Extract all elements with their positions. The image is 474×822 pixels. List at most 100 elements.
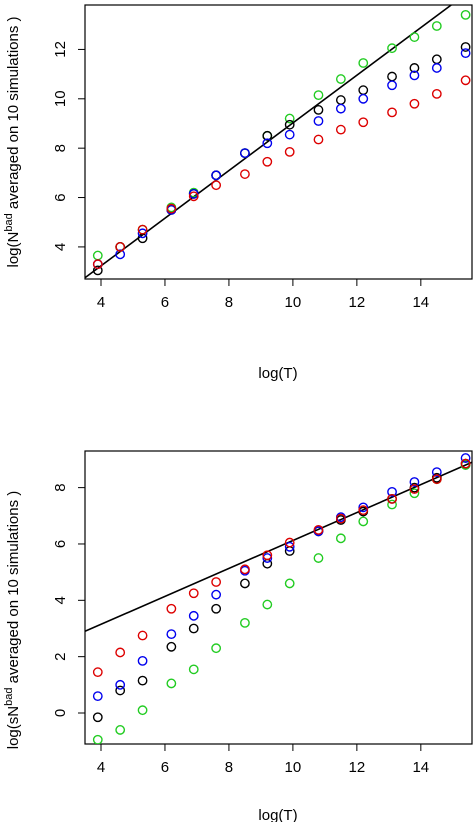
reference-line: [85, 461, 472, 633]
data-point: [211, 170, 222, 181]
data-point: [335, 103, 346, 114]
data-point: [115, 679, 126, 690]
data-point: [460, 458, 471, 469]
data-point: [92, 734, 103, 744]
data-point: [211, 603, 222, 614]
data-point: [335, 124, 346, 135]
data-point: [460, 48, 471, 59]
data-point: [409, 488, 420, 499]
data-point: [313, 105, 324, 115]
data-point: [166, 203, 177, 214]
y-tick-label: 4: [52, 596, 69, 604]
data-point: [358, 516, 369, 527]
data-point: [166, 641, 177, 652]
y-tick-label: 6: [52, 540, 69, 548]
x-axis: 4 6 8 10 12 14: [97, 744, 429, 776]
x-axis: 4 6 8 10 12 14: [97, 279, 429, 311]
data-point: [313, 116, 324, 126]
y-tick-label: 8: [52, 483, 69, 491]
data-point: [92, 712, 103, 723]
data-point: [431, 63, 442, 73]
data-point: [262, 138, 273, 149]
data-point: [92, 265, 103, 276]
data-point: [262, 130, 273, 141]
x-tick-label: 10: [285, 294, 302, 311]
y-axis: 0 2 4 6 8: [52, 483, 85, 717]
x-tick-label: 6: [161, 294, 169, 311]
data-point: [211, 577, 222, 587]
data-point: [188, 623, 199, 634]
plot-frame: [84, 4, 473, 280]
y-axis-label: log(sNbad averaged on 10 simulations ): [3, 491, 22, 750]
data-point: [387, 43, 397, 54]
data-point: [92, 250, 103, 261]
data-point: [262, 156, 273, 167]
chart-bottom: 4 6 8 10 12 14 0 2 4 6 8 log(T) log(sNbad average…: [3, 450, 473, 822]
data-point: [358, 93, 369, 104]
x-tick-label: 6: [161, 759, 169, 776]
x-axis-label: log(T): [258, 365, 297, 382]
data-point: [431, 21, 442, 31]
data-point: [335, 533, 346, 544]
data-point: [137, 655, 148, 666]
marks: [85, 453, 472, 744]
data-point: [211, 643, 222, 654]
y-tick-label: 2: [52, 652, 69, 660]
y-axis: 4 6 8 10 12: [52, 41, 85, 251]
data-point: [188, 191, 199, 202]
data-point: [358, 85, 369, 96]
data-point: [409, 477, 420, 487]
data-point: [335, 74, 346, 84]
data-point: [358, 502, 369, 513]
data-point: [166, 678, 177, 689]
data-point: [358, 58, 369, 68]
data-point: [115, 647, 126, 658]
data-point: [313, 90, 324, 100]
y-tick-label: 8: [52, 144, 69, 152]
data-point: [387, 486, 397, 497]
data-point: [358, 505, 369, 516]
data-point: [387, 499, 397, 510]
data-point: [115, 685, 126, 696]
marks: [85, 5, 471, 279]
data-point: [115, 249, 126, 260]
data-point: [240, 564, 250, 575]
data-point: [387, 493, 397, 504]
y-tick-label: 6: [52, 193, 69, 201]
x-tick-label: 8: [225, 759, 233, 776]
data-point: [409, 98, 420, 109]
y-tick-label: 12: [52, 41, 69, 58]
data-point: [460, 9, 471, 20]
data-point: [92, 691, 103, 702]
data-point: [460, 75, 471, 86]
data-point: [240, 617, 250, 628]
data-point: [313, 553, 324, 563]
data-point: [358, 117, 369, 128]
data-point: [240, 169, 250, 179]
data-point: [92, 667, 103, 678]
chart-top: 4 6 8 10 12 14 4 6 8 10 12 log(T) log(Nbad averag…: [3, 4, 473, 382]
data-point: [137, 228, 148, 239]
data-point: [460, 42, 471, 52]
x-tick-label: 12: [349, 294, 366, 311]
data-point: [284, 541, 295, 552]
data-point: [409, 484, 420, 494]
x-tick-label: 14: [412, 294, 429, 311]
data-point: [188, 610, 199, 621]
data-point: [431, 88, 442, 99]
data-point: [313, 524, 324, 535]
data-point: [431, 467, 442, 478]
data-point: [284, 113, 295, 124]
data-point: [387, 80, 397, 91]
data-point: [137, 224, 148, 235]
x-tick-label: 10: [285, 759, 302, 776]
data-point: [137, 630, 148, 641]
data-point: [211, 589, 222, 600]
data-point: [460, 453, 471, 463]
data-point: [284, 119, 295, 130]
data-point: [211, 180, 222, 191]
data-point: [335, 95, 346, 105]
data-point: [387, 107, 397, 118]
x-tick-label: 14: [412, 759, 429, 776]
